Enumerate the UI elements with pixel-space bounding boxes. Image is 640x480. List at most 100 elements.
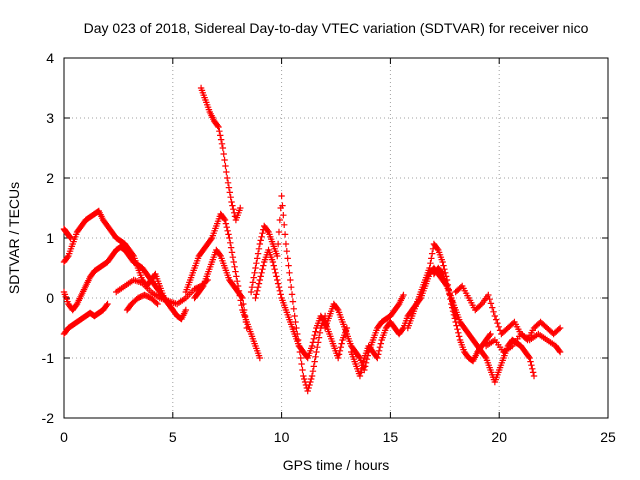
data-point (241, 312, 249, 320)
y-axis-label: SDTVAR / TECUs (6, 182, 22, 294)
data-point (438, 269, 445, 276)
data-point (275, 284, 283, 291)
data-point (307, 375, 315, 383)
data-point (490, 308, 497, 315)
data-point (230, 258, 237, 266)
y-tick-label: 2 (46, 170, 54, 186)
data-point (247, 288, 255, 296)
data-point (216, 251, 224, 258)
data-point (228, 249, 236, 256)
data-point (355, 353, 363, 360)
data-point (301, 375, 308, 383)
data-point (285, 262, 292, 269)
data-point (306, 381, 313, 389)
chart-title: Day 023 of 2018, Sidereal Day-to-day VTE… (84, 20, 589, 36)
data-point (304, 387, 311, 395)
data-point (526, 354, 533, 362)
data-point (276, 287, 284, 294)
data-point (254, 287, 261, 294)
data-point (271, 266, 278, 273)
data-point (356, 372, 364, 380)
data-point (223, 224, 230, 231)
data-point (336, 347, 344, 354)
data-point (482, 353, 489, 360)
data-point (215, 123, 222, 131)
data-point (334, 305, 341, 312)
data-point (428, 255, 435, 262)
data-point (154, 300, 161, 308)
series-track-10 (247, 192, 329, 395)
y-axis-ticks: -2 -1 0 1 2 3 4 (42, 50, 608, 426)
data-point (556, 347, 563, 354)
series-track-8 (182, 210, 264, 362)
data-point (359, 362, 366, 369)
data-point (375, 351, 382, 358)
data-point (233, 273, 240, 280)
data-point (229, 202, 236, 209)
data-point (289, 298, 297, 305)
data-point (451, 315, 459, 322)
y-tick-label: 1 (46, 230, 54, 246)
data-point (312, 353, 319, 360)
data-point (299, 366, 306, 374)
series-track-7 (197, 84, 244, 224)
data-point (313, 348, 320, 356)
data-point (527, 358, 534, 365)
data-point (434, 245, 441, 252)
data-point (556, 348, 564, 356)
data-point (428, 250, 436, 257)
data-point (283, 248, 291, 255)
data-point (217, 136, 225, 143)
y-tick-label: 0 (46, 290, 54, 306)
data-point (224, 174, 231, 182)
data-point (282, 240, 290, 248)
data-point (315, 334, 323, 341)
data-point (257, 237, 264, 244)
data-point (280, 212, 287, 219)
data-point (232, 268, 239, 275)
data-point (529, 365, 536, 372)
x-axis-label: GPS time / hours (283, 457, 390, 473)
data-point (237, 204, 244, 212)
data-point (216, 128, 223, 135)
data-point (222, 220, 230, 227)
data-point (253, 291, 260, 298)
data-point (256, 276, 264, 284)
data-point (277, 291, 284, 298)
data-point (312, 328, 319, 335)
x-tick-label: 0 (60, 429, 68, 445)
data-point (259, 266, 266, 273)
data-point (310, 335, 318, 342)
data-point (287, 276, 294, 284)
data-point (226, 234, 233, 242)
data-point (400, 291, 407, 299)
data-point (264, 227, 271, 234)
data-point (530, 372, 538, 380)
data-point (376, 344, 384, 351)
data-point (281, 221, 288, 228)
data-point (227, 239, 234, 246)
series-track-15 (430, 264, 538, 386)
x-tick-label: 20 (491, 429, 507, 445)
data-point (399, 326, 406, 333)
data-point (486, 332, 493, 339)
y-tick-label: 3 (46, 110, 54, 126)
data-point (219, 144, 227, 152)
data-point (273, 273, 280, 280)
x-tick-label: 25 (600, 429, 616, 445)
series-track-16 (452, 282, 564, 344)
data-point (311, 332, 318, 339)
y-tick-label: -2 (42, 410, 55, 426)
data-point (254, 255, 261, 262)
data-point (274, 280, 282, 287)
data-point (281, 231, 289, 238)
data-points (60, 84, 564, 395)
data-point (440, 262, 447, 269)
data-point (307, 378, 314, 386)
data-point (249, 279, 257, 286)
data-point (528, 362, 535, 369)
series-track-9 (191, 246, 250, 332)
data-point (455, 333, 463, 340)
data-point (525, 353, 532, 360)
data-point (67, 234, 74, 242)
